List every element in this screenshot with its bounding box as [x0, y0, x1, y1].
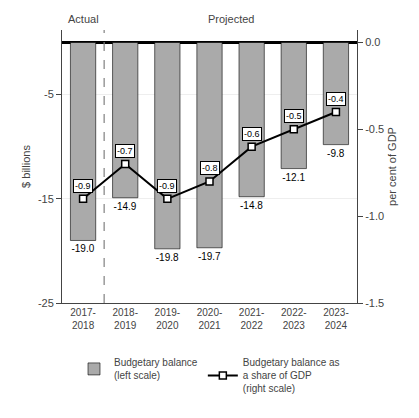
svg-text:-1.5: -1.5 [365, 297, 384, 309]
svg-text:2017-2018: 2017-2018 [70, 307, 96, 331]
svg-text:-0.5: -0.5 [365, 123, 384, 135]
svg-text:-19.8: -19.8 [156, 252, 179, 263]
svg-text:-19.0: -19.0 [71, 243, 94, 254]
svg-text:-0.4: -0.4 [328, 94, 344, 104]
svg-text:2019-2020: 2019-2020 [155, 307, 181, 331]
svg-text:-0.8: -0.8 [202, 163, 218, 173]
svg-text:-0.9: -0.9 [75, 181, 91, 191]
svg-text:Budgetary balance asa share of: Budgetary balance asa share of GDP(right… [243, 357, 340, 394]
svg-text:-14.8: -14.8 [240, 200, 263, 211]
svg-text:-19.7: -19.7 [198, 251, 221, 262]
svg-text:2020-2021: 2020-2021 [197, 307, 223, 331]
svg-text:0.0: 0.0 [365, 36, 380, 48]
svg-text:-9.8: -9.8 [327, 148, 345, 159]
svg-text:Budgetary balance(left scale): Budgetary balance(left scale) [114, 357, 198, 381]
svg-text:-0.7: -0.7 [117, 146, 133, 156]
svg-text:per cent of GDP: per cent of GDP [386, 127, 398, 206]
svg-text:$ billions: $ billions [20, 145, 32, 188]
svg-text:-1.0: -1.0 [365, 210, 384, 222]
svg-text:2021-2022: 2021-2022 [239, 307, 265, 331]
svg-text:2018-2019: 2018-2019 [112, 307, 138, 331]
svg-text:-12.1: -12.1 [282, 172, 305, 183]
svg-text:-25: -25 [38, 297, 54, 309]
svg-text:-0.9: -0.9 [159, 181, 175, 191]
svg-text:2023-2024: 2023-2024 [323, 307, 349, 331]
svg-text:-0.5: -0.5 [286, 111, 302, 121]
svg-text:Projected: Projected [208, 13, 254, 25]
svg-text:-0.6: -0.6 [244, 129, 260, 139]
svg-text:2022-2023: 2022-2023 [281, 307, 307, 331]
svg-text:Actual: Actual [68, 13, 99, 25]
svg-text:-5: -5 [44, 88, 54, 100]
svg-text:-15: -15 [38, 193, 54, 205]
svg-text:-14.9: -14.9 [114, 201, 137, 212]
